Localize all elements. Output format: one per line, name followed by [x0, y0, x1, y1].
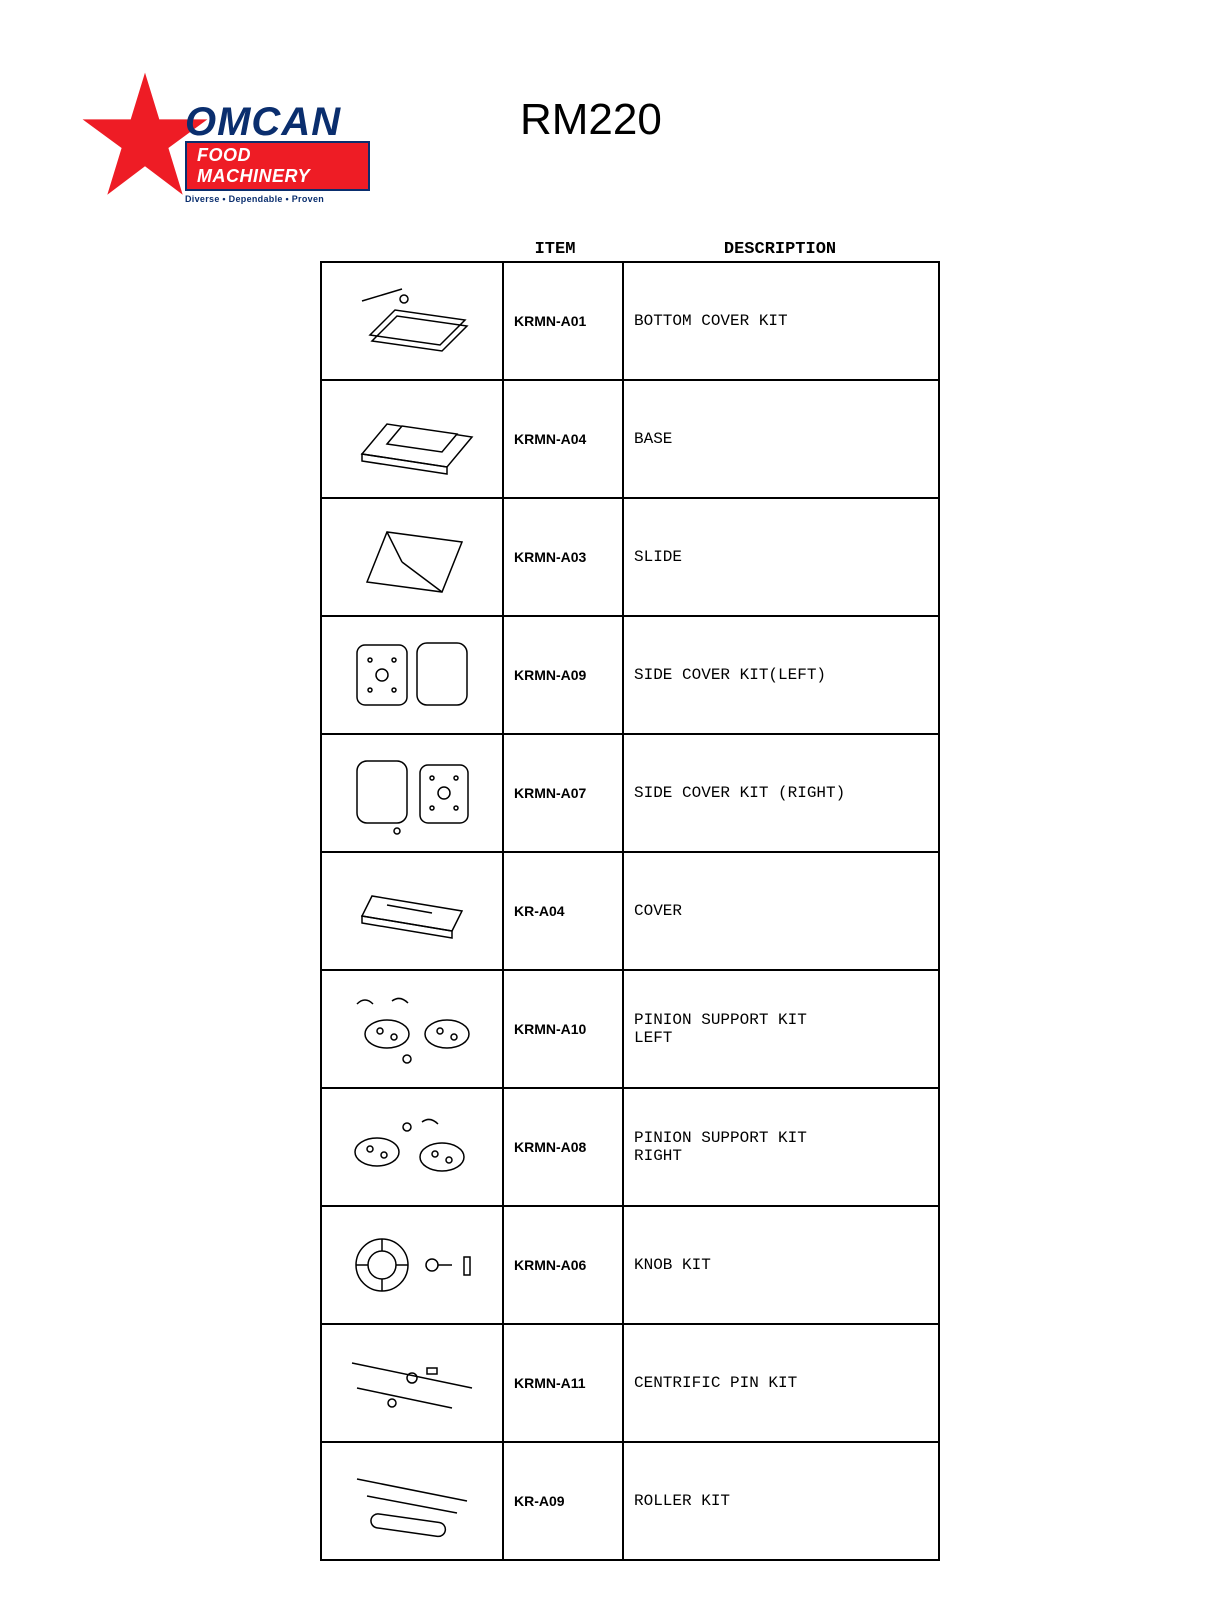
part-illustration: [321, 970, 503, 1088]
table-row: KRMN-A11CENTRIFIC PIN KIT: [321, 1324, 939, 1442]
part-illustration: [321, 1088, 503, 1206]
part-illustration: [321, 616, 503, 734]
part-item-code: KRMN-A08: [503, 1088, 623, 1206]
part-illustration: [321, 498, 503, 616]
part-item-code: KRMN-A03: [503, 498, 623, 616]
part-description: CENTRIFIC PIN KIT: [623, 1324, 939, 1442]
part-description: SLIDE: [623, 498, 939, 616]
header-description: DESCRIPTION: [620, 240, 940, 259]
logo-tagline: Diverse • Dependable • Proven: [185, 194, 370, 204]
part-description: ROLLER KIT: [623, 1442, 939, 1560]
part-illustration: [321, 262, 503, 380]
part-item-code: KRMN-A09: [503, 616, 623, 734]
part-description: COVER: [623, 852, 939, 970]
table-row: KRMN-A09SIDE COVER KIT(LEFT): [321, 616, 939, 734]
logo-text-block: OMCAN FOOD MACHINERY Diverse • Dependabl…: [185, 100, 370, 204]
model-title: RM220: [520, 95, 662, 145]
part-item-code: KR-A04: [503, 852, 623, 970]
brand-logo: OMCAN FOOD MACHINERY Diverse • Dependabl…: [80, 70, 370, 200]
part-illustration: [321, 1442, 503, 1560]
table-row: KRMN-A07SIDE COVER KIT (RIGHT): [321, 734, 939, 852]
header-item: ITEM: [490, 240, 620, 259]
part-description: SIDE COVER KIT(LEFT): [623, 616, 939, 734]
part-item-code: KRMN-A06: [503, 1206, 623, 1324]
part-illustration: [321, 734, 503, 852]
parts-table-wrap: ITEM DESCRIPTION KRMN-A01BOTTOM COVER KI…: [320, 240, 940, 1561]
part-item-code: KRMN-A11: [503, 1324, 623, 1442]
table-row: KR-A09ROLLER KIT: [321, 1442, 939, 1560]
part-description: BASE: [623, 380, 939, 498]
logo-sub: FOOD MACHINERY: [185, 141, 370, 191]
part-illustration: [321, 852, 503, 970]
part-illustration: [321, 380, 503, 498]
table-row: KRMN-A01BOTTOM COVER KIT: [321, 262, 939, 380]
parts-table: KRMN-A01BOTTOM COVER KIT KRMN-A04BASE KR…: [320, 261, 940, 1561]
part-item-code: KRMN-A07: [503, 734, 623, 852]
parts-tbody: KRMN-A01BOTTOM COVER KIT KRMN-A04BASE KR…: [321, 262, 939, 1560]
table-row: KRMN-A03SLIDE: [321, 498, 939, 616]
logo-main: OMCAN: [185, 100, 370, 145]
part-description: SIDE COVER KIT (RIGHT): [623, 734, 939, 852]
table-row: KRMN-A10PINION SUPPORT KITLEFT: [321, 970, 939, 1088]
part-description: BOTTOM COVER KIT: [623, 262, 939, 380]
table-header: ITEM DESCRIPTION: [320, 240, 940, 259]
table-row: KRMN-A08PINION SUPPORT KITRIGHT: [321, 1088, 939, 1206]
part-item-code: KRMN-A04: [503, 380, 623, 498]
part-description: PINION SUPPORT KITLEFT: [623, 970, 939, 1088]
part-item-code: KRMN-A01: [503, 262, 623, 380]
part-illustration: [321, 1324, 503, 1442]
table-row: KR-A04COVER: [321, 852, 939, 970]
part-item-code: KRMN-A10: [503, 970, 623, 1088]
part-description: KNOB KIT: [623, 1206, 939, 1324]
part-item-code: KR-A09: [503, 1442, 623, 1560]
part-description: PINION SUPPORT KITRIGHT: [623, 1088, 939, 1206]
table-row: KRMN-A06KNOB KIT: [321, 1206, 939, 1324]
header-image: [320, 240, 490, 259]
table-row: KRMN-A04BASE: [321, 380, 939, 498]
part-illustration: [321, 1206, 503, 1324]
